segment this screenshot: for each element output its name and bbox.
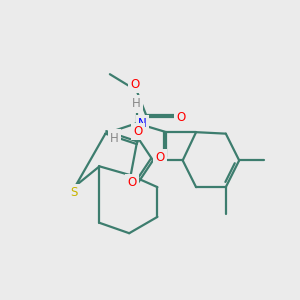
Text: O: O bbox=[134, 125, 143, 138]
Text: S: S bbox=[70, 186, 78, 199]
Text: H: H bbox=[132, 98, 141, 110]
Text: O: O bbox=[176, 111, 185, 124]
Text: O: O bbox=[128, 176, 137, 189]
Text: O: O bbox=[155, 151, 164, 164]
Text: N: N bbox=[138, 117, 147, 130]
Text: H: H bbox=[110, 132, 119, 145]
Text: O: O bbox=[130, 78, 140, 91]
